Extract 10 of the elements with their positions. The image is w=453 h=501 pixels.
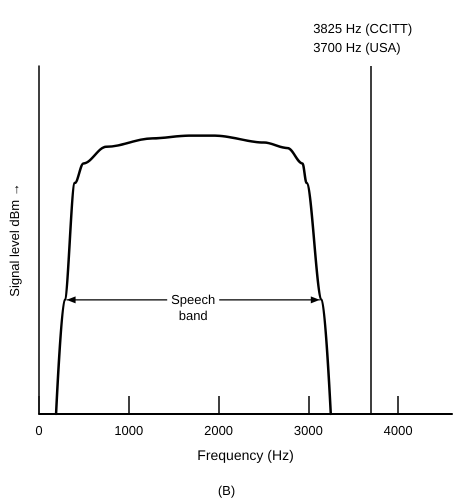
x-tick-label: 4000 — [384, 423, 413, 438]
text: (B) — [218, 483, 236, 498]
x-axis-title: Frequency (Hz) — [197, 447, 294, 463]
ref-line-label: 3825 Hz (CCITT) 3700 Hz (USA) — [313, 21, 412, 55]
x-tick-label: 0 — [35, 423, 43, 438]
x-tick-label: 2000 — [204, 423, 234, 438]
y-axis-title: Signal level dBm → — [7, 183, 22, 297]
x-tick-label: 1000 — [114, 423, 144, 438]
annotation: Speech band — [171, 292, 216, 323]
x-tick-label: 3000 — [294, 423, 323, 438]
